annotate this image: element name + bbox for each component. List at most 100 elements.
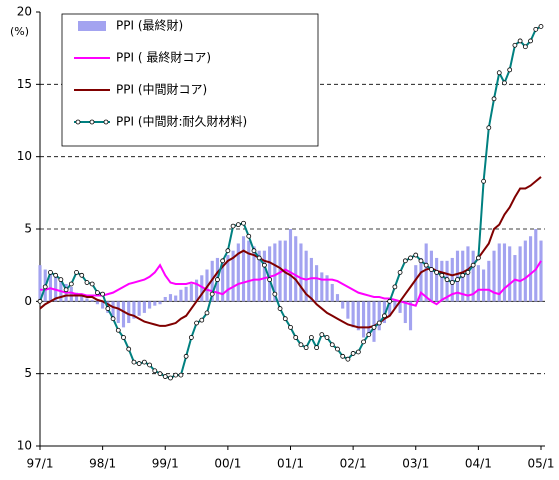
x-tick-label: 99/1 (152, 457, 179, 471)
point (538, 24, 544, 29)
point (199, 317, 205, 323)
bar (351, 301, 355, 328)
legend-marker (75, 119, 81, 125)
bar (38, 265, 42, 302)
point (397, 269, 403, 275)
bar (440, 260, 444, 302)
point (439, 272, 445, 278)
y-tick-label: 0 (24, 294, 32, 308)
legend-label: PPI (中間財コア) (116, 82, 207, 97)
bar (101, 301, 105, 309)
point (366, 332, 372, 338)
point (63, 287, 69, 293)
point (475, 255, 481, 261)
bar (502, 243, 507, 302)
point (512, 42, 518, 48)
x-tick-label: 98/1 (89, 457, 116, 471)
bar (200, 275, 204, 302)
point (465, 269, 471, 275)
point (502, 80, 507, 86)
y-tick-label: 10 (17, 439, 32, 453)
point (251, 248, 257, 254)
point (53, 272, 59, 278)
bar (325, 275, 329, 302)
point (329, 342, 335, 348)
point (282, 316, 288, 322)
bar (294, 236, 298, 302)
point (157, 371, 163, 377)
point (68, 281, 74, 287)
bar (435, 257, 439, 302)
point (481, 178, 486, 184)
point (293, 335, 299, 340)
x-tick-label: 03/1 (402, 457, 429, 471)
point (115, 327, 121, 333)
bar (528, 236, 533, 302)
point (507, 67, 513, 73)
bar (450, 257, 454, 302)
bar (221, 260, 225, 302)
x-tick-label: 02/1 (340, 457, 367, 471)
point (136, 361, 142, 366)
bar (534, 229, 538, 302)
point (204, 310, 210, 316)
point (434, 269, 440, 275)
point (423, 262, 429, 268)
point (173, 372, 179, 378)
bar (367, 301, 371, 334)
x-tick-label: 00/1 (214, 457, 241, 471)
point (188, 335, 194, 340)
y-tick-label: 5 (24, 366, 32, 380)
point (183, 353, 189, 359)
bar (90, 299, 94, 302)
bar (127, 301, 131, 324)
line (39, 176, 542, 329)
bar (424, 243, 428, 302)
line (40, 260, 542, 307)
point (37, 298, 43, 304)
legend-swatch (78, 21, 106, 31)
point (340, 353, 346, 359)
bar (95, 301, 99, 305)
point (303, 345, 309, 351)
point (74, 269, 79, 275)
bar (361, 301, 366, 338)
point (486, 125, 492, 131)
bar (471, 250, 475, 302)
y-tick-label: 10 (17, 149, 32, 163)
bar (85, 298, 89, 302)
bar (335, 294, 340, 302)
bar (309, 257, 313, 302)
point (147, 362, 152, 368)
bar (372, 301, 376, 342)
x-tick-label: 01/1 (277, 457, 304, 471)
bar (283, 240, 287, 302)
point (256, 255, 262, 261)
bar (513, 255, 517, 302)
point (152, 368, 158, 374)
bar (69, 286, 73, 302)
x-tick-label: 97/1 (27, 457, 54, 471)
point (100, 291, 106, 297)
bar (523, 240, 527, 302)
bar (236, 243, 240, 302)
point (522, 44, 528, 50)
bar (299, 243, 303, 302)
bar (455, 250, 460, 302)
bar (330, 283, 334, 302)
point (314, 345, 319, 351)
bar (482, 269, 486, 302)
bar (158, 301, 162, 305)
point (408, 255, 413, 261)
bar (508, 246, 512, 302)
point (42, 284, 48, 290)
bar (304, 250, 308, 302)
point (58, 277, 64, 283)
bar (252, 246, 256, 302)
bar (429, 250, 433, 302)
point (272, 291, 278, 297)
point (402, 258, 408, 264)
bar (241, 236, 246, 302)
legend-box (61, 13, 319, 147)
